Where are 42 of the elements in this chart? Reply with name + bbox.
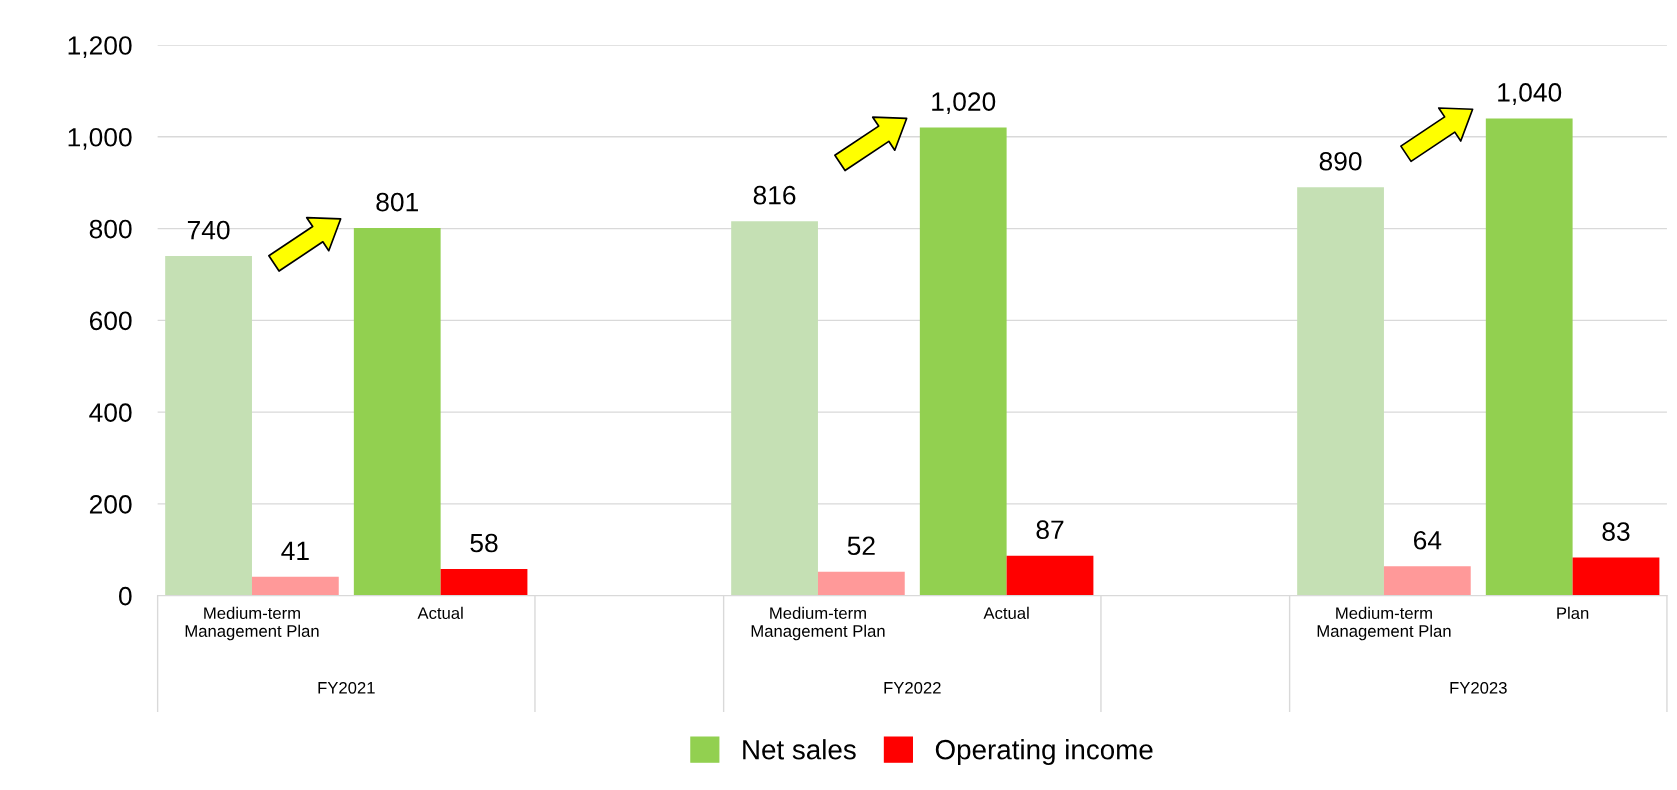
data-label: 740 <box>187 220 230 240</box>
bar <box>1006 555 1094 596</box>
data-label: 1,040 <box>1498 83 1562 105</box>
data-label: 1,020 <box>932 92 996 115</box>
bar <box>1485 118 1573 596</box>
bar <box>1297 187 1384 596</box>
data-label: 816 <box>753 185 796 205</box>
bar <box>1383 566 1471 596</box>
y-tick-label: 1,000 <box>68 127 132 150</box>
y-tick-label: 600 <box>89 311 132 331</box>
bar <box>165 256 252 596</box>
bar <box>353 228 441 596</box>
x-tick-label: Medium-term Management Plan <box>751 606 885 641</box>
data-label: 52 <box>847 536 875 556</box>
x-tick-label: Medium-term Management Plan <box>185 606 319 641</box>
text: FY2022 <box>884 681 941 694</box>
bar <box>1572 557 1660 596</box>
bar <box>731 221 818 596</box>
y-tick-label: 200 <box>89 495 132 514</box>
text: FY2021 <box>318 681 375 694</box>
x-tick-label: Actual <box>417 606 463 620</box>
bar <box>919 127 1007 596</box>
x-tick-label: Medium-term Management Plan <box>1317 606 1451 641</box>
x-tick-label: Actual <box>983 606 1029 620</box>
data-label: 64 <box>1414 530 1442 550</box>
data-label: 83 <box>1602 522 1630 541</box>
x-tick-label: Plan <box>1557 606 1589 620</box>
data-label: 41 <box>281 541 309 560</box>
legend-label: Operating income <box>935 739 1153 765</box>
bar <box>251 576 339 596</box>
y-tick-label: 800 <box>89 219 132 239</box>
y-tick-label: 0 <box>118 586 132 606</box>
legend-label: Net sales <box>743 739 856 760</box>
data-label: 801 <box>376 192 418 212</box>
bar <box>817 571 905 596</box>
data-label: 58 <box>470 533 498 553</box>
y-tick-label: 400 <box>89 403 132 422</box>
y-tick-label: 1,200 <box>68 36 132 58</box>
bar <box>440 569 528 596</box>
data-label: 890 <box>1319 151 1362 171</box>
text: FY2023 <box>1450 681 1507 694</box>
data-label: 87 <box>1036 520 1064 540</box>
